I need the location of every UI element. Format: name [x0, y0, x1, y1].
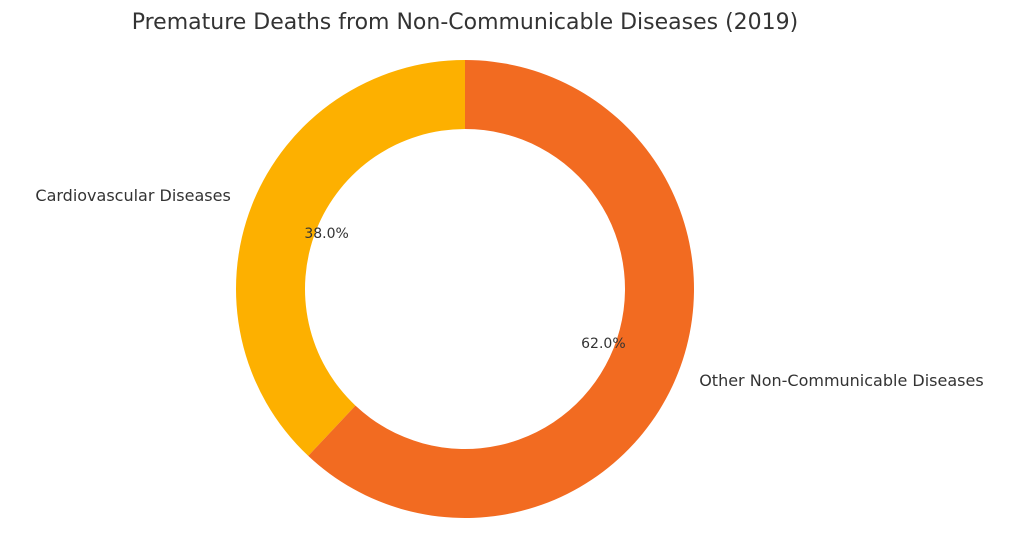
- slice-category-label-2: Other Non-Communicable Diseases: [699, 371, 983, 390]
- slice-labels: 38.0% Cardiovascular Diseases 62.0% Other N…: [35, 186, 983, 390]
- slice-percent-label-1: 38.0%: [304, 226, 348, 242]
- slice-category-label-1: Cardiovascular Diseases: [35, 186, 230, 205]
- chart-title: Premature Deaths from Non-Communicable D…: [132, 10, 799, 35]
- donut-slice-2: [308, 60, 694, 518]
- donut-slices: [236, 60, 694, 518]
- slice-percent-label-2: 62.0%: [581, 336, 625, 352]
- donut-slice-1: [236, 60, 465, 456]
